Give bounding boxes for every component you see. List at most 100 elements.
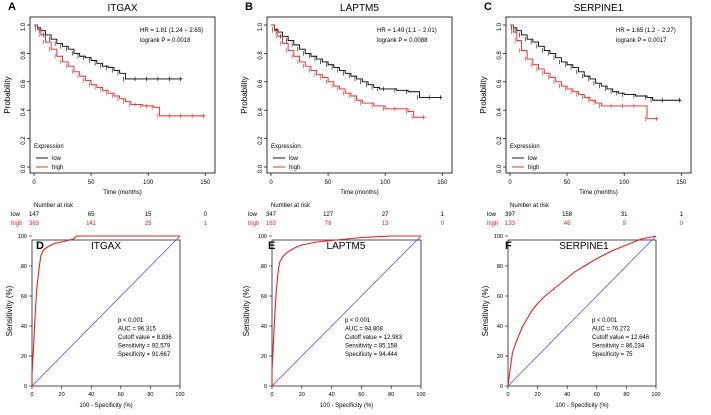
y-axis-label: Probability bbox=[479, 76, 488, 113]
y-tick-label: 80 bbox=[497, 264, 503, 270]
y-tick-label: 0.0 bbox=[258, 164, 264, 173]
roc-stat-2: Cutoff value = 12.646 bbox=[592, 335, 650, 341]
roc-stat-2: Cutoff value = 8.836 bbox=[118, 335, 172, 341]
panel-title: SERPINE1 bbox=[574, 3, 624, 14]
y-axis-label: Sensitivity (%) bbox=[242, 285, 251, 336]
plot-box bbox=[507, 239, 657, 387]
plot-box bbox=[505, 16, 692, 174]
x-tick-label: 0 bbox=[30, 392, 33, 398]
x-tick-label: 60 bbox=[594, 392, 600, 398]
hr-text: HR = 1.81 (1.24 − 2.65) bbox=[140, 28, 203, 34]
panel-title: ITGAX bbox=[91, 241, 121, 252]
km-panel-C: C SERPINE1 0.0 0.2 0.4 0.6 0.8 1.0 Probability 0 5… bbox=[479, 1, 692, 227]
risk-value-low: 27 bbox=[382, 212, 389, 218]
legend-low-label: low bbox=[52, 156, 62, 162]
roc-stat-4: Specificity = 91.667 bbox=[118, 352, 171, 358]
x-tick-label: 150 bbox=[437, 180, 448, 186]
y-tick-label: 0.8 bbox=[21, 51, 27, 60]
x-tick-label: 20 bbox=[535, 392, 541, 398]
y-tick-label: 40 bbox=[497, 324, 503, 330]
roc-stat-1: AUC = 94.808 bbox=[345, 327, 384, 333]
x-tick-label: 50 bbox=[88, 180, 95, 186]
panel-label: C bbox=[484, 1, 492, 13]
legend-title: Expression bbox=[34, 144, 64, 150]
y-axis-label: Probability bbox=[3, 76, 12, 113]
x-axis-label: 100 - Specificity (%) bbox=[555, 403, 608, 409]
y-tick-label: 60 bbox=[21, 294, 27, 300]
risk-value-high: 9 bbox=[623, 221, 627, 227]
risk-value-high: 25 bbox=[145, 221, 152, 227]
hr-text: HR = 1.49 (1.1 − 2.01) bbox=[377, 28, 437, 34]
y-tick-label: 0.4 bbox=[21, 107, 27, 116]
legend-title: Expression bbox=[510, 144, 540, 150]
roc-stat-4: Specificity = 75 bbox=[592, 352, 633, 358]
risk-table-title: Number at risk bbox=[34, 203, 74, 209]
y-tick-label: 100 bbox=[258, 234, 267, 240]
roc-stat-1: AUC = 96.315 bbox=[118, 327, 157, 333]
risk-value-high: 46 bbox=[564, 221, 571, 227]
x-tick-label: 40 bbox=[564, 392, 570, 398]
x-tick-label: 20 bbox=[59, 392, 65, 398]
risk-value-high: 79 bbox=[325, 221, 332, 227]
risk-value-low: 31 bbox=[621, 212, 628, 218]
risk-row-label-high: high bbox=[248, 221, 259, 227]
km-curve-high bbox=[510, 24, 659, 120]
logrank-p-text: logrank P = 0.0017 bbox=[616, 38, 667, 44]
y-tick-label: 0.6 bbox=[497, 79, 503, 88]
x-axis-label: Time (months) bbox=[340, 190, 378, 196]
y-tick-label: 0.4 bbox=[497, 107, 503, 116]
logrank-p-text: logrank P = 0.0018 bbox=[140, 38, 191, 44]
y-tick-label: 100 bbox=[18, 234, 27, 240]
x-tick-label: 0 bbox=[508, 180, 512, 186]
y-tick-label: 80 bbox=[21, 264, 27, 270]
y-tick-label: 20 bbox=[21, 354, 27, 360]
panel-label: A bbox=[8, 1, 16, 13]
risk-value-low: 347 bbox=[266, 212, 277, 218]
x-tick-label: 0 bbox=[270, 392, 273, 398]
legend-low-label: low bbox=[528, 156, 538, 162]
y-tick-label: 0.6 bbox=[258, 79, 264, 88]
x-tick-label: 100 bbox=[143, 180, 154, 186]
y-axis-label: Sensitivity (%) bbox=[5, 285, 14, 336]
legend-high-label: high bbox=[289, 165, 300, 171]
roc-curve bbox=[31, 235, 180, 386]
x-tick-label: 20 bbox=[299, 392, 305, 398]
roc-stat-3: Sensitivity = 86.234 bbox=[592, 344, 645, 350]
y-tick-label: 0.2 bbox=[258, 136, 264, 145]
risk-value-high: 13 bbox=[382, 221, 389, 227]
x-tick-label: 100 bbox=[619, 180, 630, 186]
risk-value-high: 133 bbox=[505, 221, 516, 227]
y-tick-label: 0.8 bbox=[258, 51, 264, 60]
y-tick-label: 60 bbox=[261, 294, 267, 300]
roc-stat-3: Sensitivity = 85.158 bbox=[345, 344, 398, 350]
risk-value-low: 65 bbox=[88, 212, 95, 218]
y-tick-label: 0 bbox=[264, 384, 267, 390]
risk-table-title: Number at risk bbox=[271, 203, 311, 209]
roc-panel-F: F SERPINE1 00 20 20 40 40 60 60 80 80 100 100 Sensiti… bbox=[481, 234, 661, 409]
y-tick-label: 40 bbox=[261, 324, 267, 330]
panel-title: SERPINE1 bbox=[559, 241, 609, 252]
x-tick-label: 0 bbox=[32, 180, 36, 186]
x-tick-label: 40 bbox=[88, 392, 94, 398]
roc-stat-3: Sensitivity = 92.579 bbox=[118, 344, 171, 350]
risk-value-low: 1 bbox=[680, 212, 684, 218]
logrank-p-text: logrank P = 0.0088 bbox=[377, 38, 428, 44]
y-tick-label: 0.8 bbox=[497, 51, 503, 60]
plot-box bbox=[266, 16, 453, 174]
x-tick-label: 100 bbox=[380, 180, 391, 186]
panel-title: LAPTM5 bbox=[327, 241, 366, 252]
x-tick-label: 60 bbox=[118, 392, 124, 398]
risk-row-label-low: low bbox=[11, 212, 21, 218]
reference-diagonal bbox=[271, 235, 422, 387]
risk-value-low: 127 bbox=[323, 212, 334, 218]
roc-panel-D: D ITGAX 00 20 20 40 40 60 60 80 80 100 100 Sensitivit… bbox=[5, 234, 185, 409]
y-tick-label: 0.6 bbox=[21, 79, 27, 88]
km-curve-high bbox=[34, 24, 206, 117]
roc-stat-4: Specificity = 94.444 bbox=[345, 352, 398, 358]
roc-curve bbox=[507, 235, 657, 387]
y-tick-label: 40 bbox=[21, 324, 27, 330]
y-tick-label: 1.0 bbox=[258, 22, 264, 31]
legend-low-label: low bbox=[289, 156, 299, 162]
x-tick-label: 150 bbox=[676, 180, 687, 186]
roc-stat-0: p < 0.001 bbox=[592, 318, 618, 324]
